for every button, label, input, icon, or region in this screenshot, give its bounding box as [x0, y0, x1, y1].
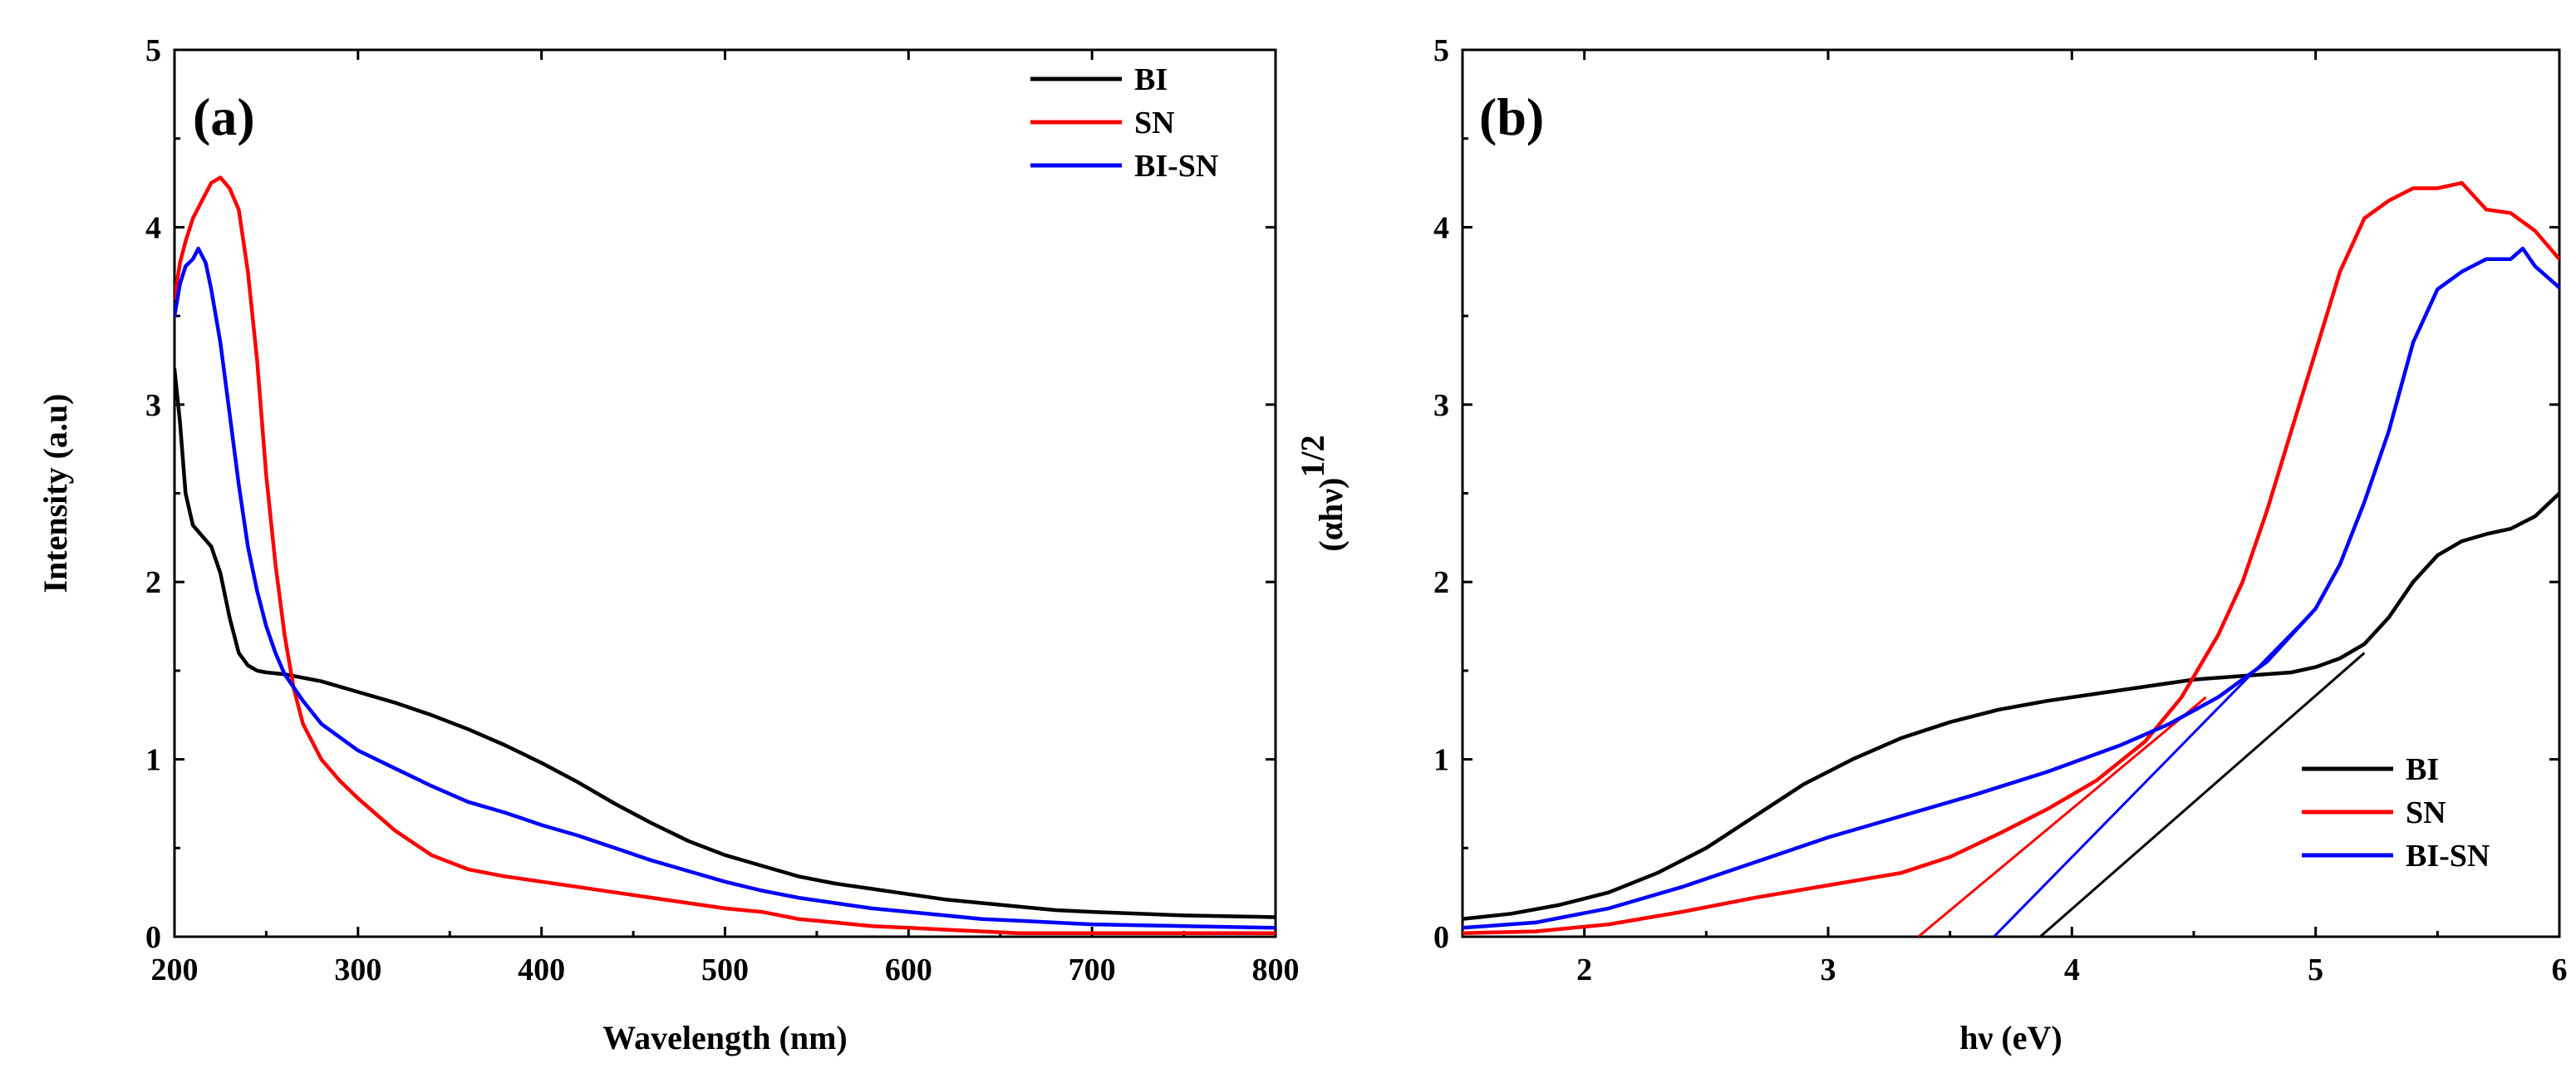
fit-line-sn-fit — [1917, 696, 2207, 937]
x-tick-label: 2 — [1576, 953, 1592, 987]
legend: BI SN BI-SN — [1030, 62, 1218, 184]
legend-label: SN — [2406, 795, 2446, 830]
y-tick-label: 5 — [1433, 33, 1449, 68]
y-tick-label: 4 — [1433, 210, 1449, 245]
series-line-bi-sn — [175, 246, 1276, 930]
y-tick-label: 3 — [145, 388, 161, 423]
x-tick-label: 200 — [151, 953, 199, 987]
series-line-sn — [175, 175, 1276, 935]
x-tick-label: 3 — [1821, 953, 1836, 987]
y-axis-title: (αhν)1/2 — [1294, 435, 1349, 551]
x-tick-label: 400 — [518, 953, 565, 987]
legend-label: BI-SN — [2406, 839, 2490, 874]
legend-label: SN — [1134, 106, 1175, 140]
series-line-bi — [175, 367, 1276, 919]
series-line-sn — [1463, 180, 2559, 935]
y-axis-title: Intensity (a.u) — [37, 393, 74, 593]
y-tick-label: 2 — [1433, 565, 1449, 600]
x-axis-title: hν (eV) — [1959, 1019, 2062, 1056]
y-tick-label: 1 — [145, 743, 161, 778]
series-line-bi — [1463, 491, 2559, 921]
y-axis-title-superscript: 1/2 — [1294, 435, 1331, 477]
y-tick-label: 2 — [145, 565, 161, 600]
x-tick-label: 4 — [2064, 953, 2080, 987]
x-tick-label: 6 — [2552, 953, 2568, 987]
x-tick-label: 5 — [2308, 953, 2323, 987]
legend-label: BI-SN — [1134, 149, 1218, 184]
x-tick-label: 500 — [701, 953, 749, 987]
y-tick-label: 5 — [145, 33, 161, 68]
fit-line-bi-fit — [2039, 652, 2366, 937]
plot-area — [175, 175, 1276, 935]
legend-label: BI — [1134, 62, 1168, 97]
y-tick-label: 4 — [145, 210, 161, 245]
panel-label: (b) — [1479, 87, 1544, 146]
legend: BI SN BI-SN — [2302, 752, 2490, 874]
x-tick-label: 700 — [1069, 953, 1116, 987]
x-tick-label: 600 — [885, 953, 932, 987]
x-axis-title: Wavelength (nm) — [602, 1019, 847, 1056]
plot-frame — [1461, 48, 2561, 938]
x-tick-label: 300 — [334, 953, 381, 987]
legend-label: BI — [2406, 752, 2439, 787]
series-line-bi-sn — [1463, 246, 2559, 930]
y-tick-label: 0 — [1433, 920, 1449, 955]
plot-frame — [173, 48, 1277, 938]
y-tick-label: 0 — [145, 920, 161, 955]
y-tick-label: 3 — [1433, 388, 1449, 423]
y-tick-label: 1 — [1433, 743, 1449, 778]
panel-label: (a) — [193, 87, 255, 146]
chart-panel-a: 0 1 2 3 4 5 200 300 400 500 600 700 800 Wavelength (n… — [37, 33, 1300, 1056]
plot-area — [1463, 180, 2559, 937]
x-tick-label: 800 — [1252, 953, 1300, 987]
chart-panel-b: 0 1 2 3 4 5 2 3 4 5 6 hν (eV) (αhν)1/2 (b) BI SN BI-SN — [1294, 33, 2568, 1056]
